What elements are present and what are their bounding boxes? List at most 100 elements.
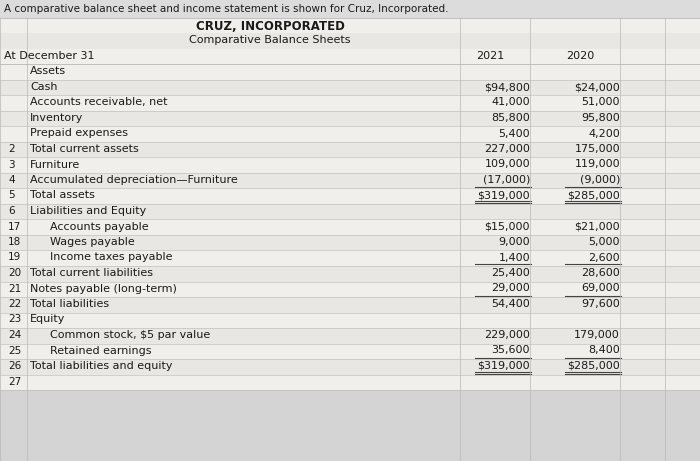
- Text: 29,000: 29,000: [491, 284, 530, 294]
- Text: $24,000: $24,000: [574, 82, 620, 92]
- Text: 41,000: 41,000: [491, 97, 530, 107]
- Text: 20: 20: [8, 268, 21, 278]
- Text: $15,000: $15,000: [484, 221, 530, 231]
- Text: 35,600: 35,600: [491, 345, 530, 355]
- Text: Inventory: Inventory: [30, 113, 83, 123]
- Text: 9,000: 9,000: [498, 237, 530, 247]
- Text: Accounts receivable, net: Accounts receivable, net: [30, 97, 167, 107]
- Text: $21,000: $21,000: [575, 221, 620, 231]
- Bar: [0, 235, 700, 250]
- Text: $285,000: $285,000: [567, 190, 620, 201]
- Text: Total assets: Total assets: [30, 190, 95, 201]
- Text: 24: 24: [8, 330, 21, 340]
- Bar: [0, 282, 700, 297]
- Text: $285,000: $285,000: [567, 361, 620, 371]
- Text: 5,400: 5,400: [498, 129, 530, 138]
- Bar: [0, 250, 700, 266]
- Text: Wages payable: Wages payable: [50, 237, 134, 247]
- Bar: [0, 328, 700, 343]
- Text: 69,000: 69,000: [582, 284, 620, 294]
- Text: 5,000: 5,000: [589, 237, 620, 247]
- Text: CRUZ, INCORPORATED: CRUZ, INCORPORATED: [195, 20, 344, 33]
- Text: 3: 3: [8, 160, 15, 170]
- Text: 95,800: 95,800: [581, 113, 620, 123]
- Text: 97,600: 97,600: [581, 299, 620, 309]
- Bar: [0, 80, 700, 95]
- Text: 2,600: 2,600: [589, 253, 620, 262]
- Text: 179,000: 179,000: [574, 330, 620, 340]
- Bar: [0, 65, 700, 80]
- Bar: [0, 359, 700, 374]
- Text: 1,400: 1,400: [498, 253, 530, 262]
- Text: Cash: Cash: [30, 82, 57, 92]
- Text: 54,400: 54,400: [491, 299, 530, 309]
- Text: $94,800: $94,800: [484, 82, 530, 92]
- Text: (9,000): (9,000): [580, 175, 620, 185]
- Bar: [0, 266, 700, 282]
- Bar: [0, 111, 700, 126]
- Text: Notes payable (long-term): Notes payable (long-term): [30, 284, 177, 294]
- Text: 119,000: 119,000: [575, 160, 620, 170]
- Text: 28,600: 28,600: [581, 268, 620, 278]
- Bar: [0, 173, 700, 189]
- Bar: [0, 18, 700, 34]
- Text: Income taxes payable: Income taxes payable: [50, 253, 172, 262]
- Text: Common stock, $5 par value: Common stock, $5 par value: [50, 330, 210, 340]
- Text: 2020: 2020: [566, 51, 594, 61]
- Text: 26: 26: [8, 361, 21, 371]
- Text: 6: 6: [8, 206, 15, 216]
- Text: 109,000: 109,000: [484, 160, 530, 170]
- Text: 175,000: 175,000: [575, 144, 620, 154]
- Bar: [0, 189, 700, 204]
- Text: 85,800: 85,800: [491, 113, 530, 123]
- Text: Total liabilities and equity: Total liabilities and equity: [30, 361, 172, 371]
- Bar: [0, 343, 700, 359]
- Text: 19: 19: [8, 253, 21, 262]
- Text: At December 31: At December 31: [4, 51, 94, 61]
- Text: 25: 25: [8, 345, 21, 355]
- Text: Accumulated depreciation—Furniture: Accumulated depreciation—Furniture: [30, 175, 238, 185]
- Text: (17,000): (17,000): [482, 175, 530, 185]
- Text: 229,000: 229,000: [484, 330, 530, 340]
- Bar: [0, 126, 700, 142]
- Text: A comparative balance sheet and income statement is shown for Cruz, Incorporated: A comparative balance sheet and income s…: [4, 4, 449, 14]
- Text: 5: 5: [8, 190, 15, 201]
- Bar: [0, 313, 700, 328]
- Bar: [0, 219, 700, 235]
- Bar: [0, 49, 700, 65]
- Text: 23: 23: [8, 314, 21, 325]
- Bar: [0, 34, 700, 49]
- Text: Accounts payable: Accounts payable: [50, 221, 148, 231]
- Bar: [0, 95, 700, 111]
- Text: 21: 21: [8, 284, 21, 294]
- Text: 22: 22: [8, 299, 21, 309]
- Text: 2021: 2021: [476, 51, 504, 61]
- Text: Total current liabilities: Total current liabilities: [30, 268, 153, 278]
- Bar: [0, 297, 700, 313]
- Text: Furniture: Furniture: [30, 160, 80, 170]
- Text: 227,000: 227,000: [484, 144, 530, 154]
- Text: Retained earnings: Retained earnings: [50, 345, 151, 355]
- Text: 27: 27: [8, 377, 21, 386]
- Text: 4,200: 4,200: [588, 129, 620, 138]
- Text: Total liabilities: Total liabilities: [30, 299, 109, 309]
- Text: 51,000: 51,000: [582, 97, 620, 107]
- Text: $319,000: $319,000: [477, 361, 530, 371]
- Bar: [0, 374, 700, 390]
- Text: Liabilities and Equity: Liabilities and Equity: [30, 206, 146, 216]
- Text: 17: 17: [8, 221, 21, 231]
- Text: 25,400: 25,400: [491, 268, 530, 278]
- Bar: [0, 0, 700, 18]
- Text: Assets: Assets: [30, 66, 66, 77]
- Text: 2: 2: [8, 144, 15, 154]
- Text: 18: 18: [8, 237, 21, 247]
- Text: Prepaid expenses: Prepaid expenses: [30, 129, 128, 138]
- Text: Equity: Equity: [30, 314, 65, 325]
- Text: Comparative Balance Sheets: Comparative Balance Sheets: [189, 35, 351, 46]
- Bar: [0, 204, 700, 219]
- Text: 8,400: 8,400: [588, 345, 620, 355]
- Bar: [0, 142, 700, 158]
- Bar: [0, 158, 700, 173]
- Text: $319,000: $319,000: [477, 190, 530, 201]
- Text: 4: 4: [8, 175, 15, 185]
